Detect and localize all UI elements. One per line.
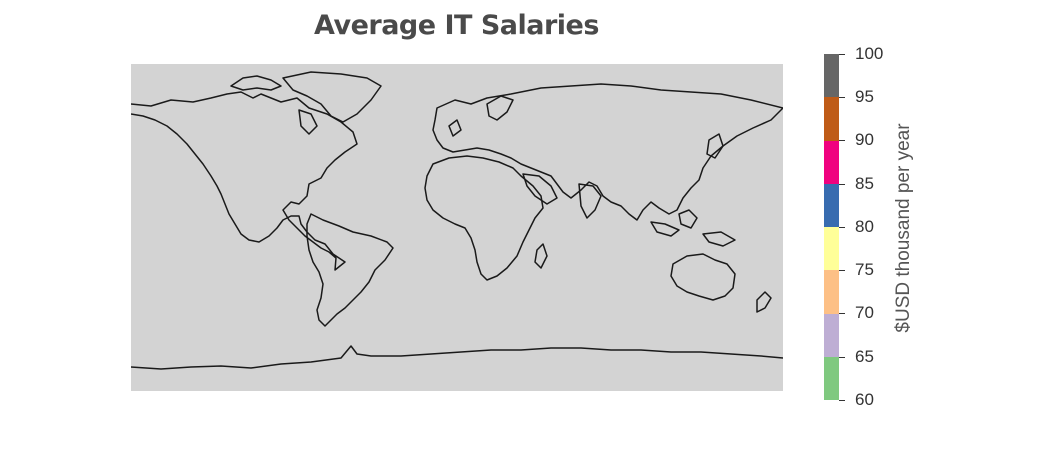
colorbar-segment-80-85	[824, 183, 839, 227]
colorbar-segment-65-70	[824, 313, 839, 357]
colorbar-segment-70-75	[824, 270, 839, 314]
baffin-island-coast	[298, 109, 318, 135]
colorbar-tick-90	[839, 140, 845, 141]
greenland-coast	[282, 71, 382, 123]
australia-coast	[670, 253, 736, 301]
colorbar-segment-85-90	[824, 140, 839, 184]
colorbar-tick-label-95: 95	[855, 87, 874, 106]
coastlines	[131, 71, 783, 370]
british-isles-coast	[448, 119, 462, 137]
colorbar-tick-80	[839, 227, 845, 228]
colorbar-segment-95-100	[824, 54, 839, 98]
antarctica-coast	[131, 345, 783, 370]
colorbar-tick-label-75: 75	[855, 260, 874, 279]
north-america-coast	[131, 91, 358, 271]
africa-coast	[424, 155, 544, 281]
new-zealand-coast	[756, 291, 772, 313]
colorbar-tick-65	[839, 357, 845, 358]
colorbar-tick-70	[839, 313, 845, 314]
arabia-coast	[522, 173, 558, 205]
colorbar-tick-95	[839, 97, 845, 98]
madagascar-coast	[534, 243, 548, 269]
world-map	[131, 64, 783, 391]
colorbar-tick-label-100: 100	[855, 44, 884, 63]
colorbar-tick-85	[839, 184, 845, 185]
colorbar-label: $USD thousand per year	[893, 123, 914, 333]
map-title: Average IT Salaries	[314, 10, 599, 41]
colorbar-tick-60	[839, 400, 845, 401]
indonesia-coast	[650, 221, 680, 237]
colorbar-tick-100	[839, 54, 845, 55]
colorbar-tick-label-90: 90	[855, 130, 874, 149]
south-america-coast	[306, 213, 394, 327]
colorbar-tick-75	[839, 270, 845, 271]
colorbar-segment-75-80	[824, 227, 839, 271]
colorbar-tick-label-80: 80	[855, 217, 874, 236]
colorbar-segment-60-65	[824, 356, 839, 400]
colorbar-tick-label-65: 65	[855, 347, 874, 366]
colorbar	[824, 54, 839, 400]
arctic-islands-coast	[230, 75, 282, 91]
india-coast	[578, 183, 602, 219]
borneo-coast	[678, 209, 698, 229]
new-guinea-coast	[702, 231, 736, 247]
colorbar-tick-label-70: 70	[855, 303, 874, 322]
scandinavia-coast	[486, 95, 514, 121]
colorbar-tick-label-60: 60	[855, 390, 874, 409]
eurasia-coast	[432, 83, 783, 221]
colorbar-tick-label-85: 85	[855, 174, 874, 193]
japan-coast	[706, 133, 724, 159]
colorbar-segment-90-95	[824, 97, 839, 141]
